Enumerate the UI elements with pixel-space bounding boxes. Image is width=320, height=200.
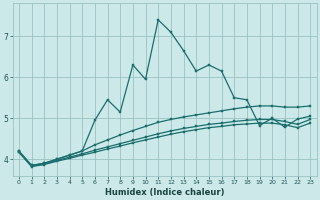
X-axis label: Humidex (Indice chaleur): Humidex (Indice chaleur)	[105, 188, 224, 197]
